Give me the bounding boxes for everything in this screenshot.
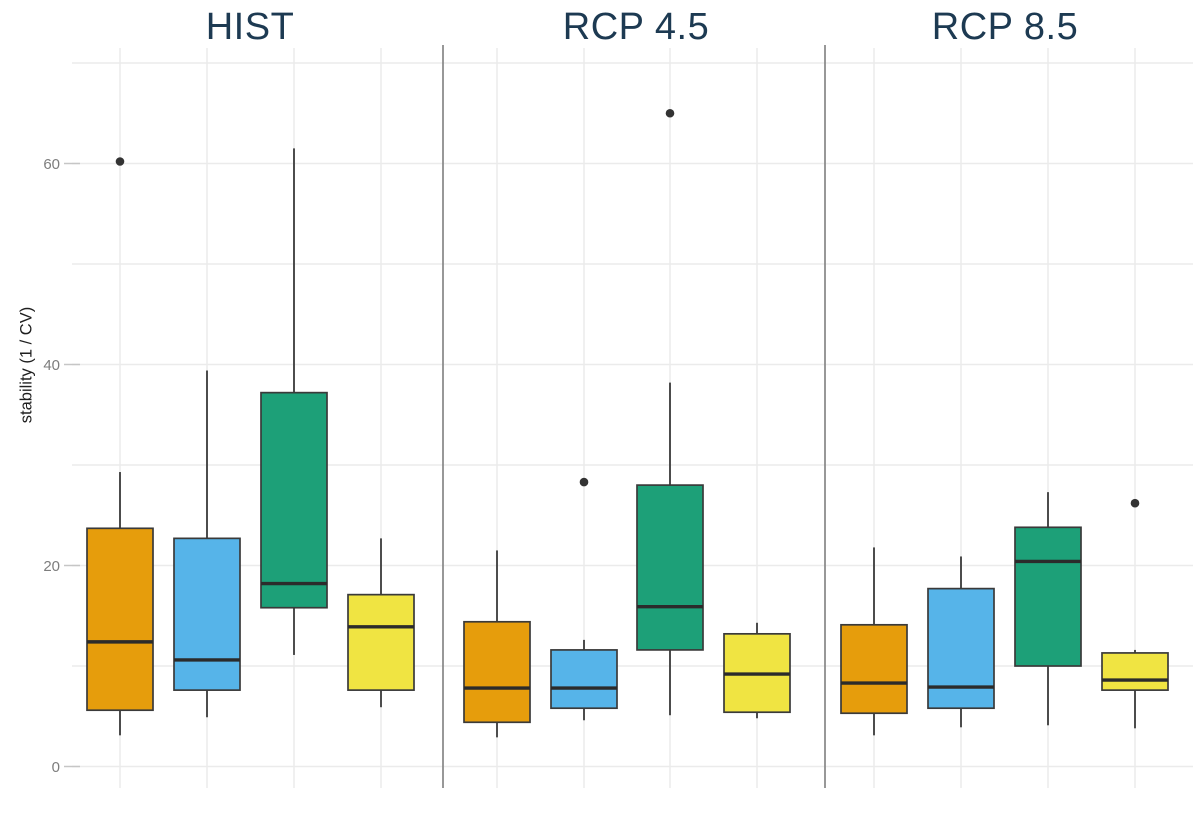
- box-green: [636, 484, 704, 651]
- outlier-point: [115, 157, 125, 166]
- outlier-point: [1130, 498, 1140, 508]
- box-blue: [927, 587, 995, 710]
- panel-title-hist: HIST: [205, 6, 295, 48]
- box-blue: [173, 537, 241, 691]
- box-green: [1014, 526, 1082, 667]
- y-tick-label: 60: [43, 156, 60, 173]
- y-tick-label: 40: [43, 357, 60, 374]
- box-orange: [840, 623, 908, 715]
- y-tick-label: 0: [52, 759, 60, 776]
- box-orange: [463, 620, 531, 724]
- box-orange: [86, 527, 154, 712]
- box-green: [260, 391, 328, 609]
- outlier-point: [665, 108, 675, 118]
- box-blue: [550, 649, 618, 710]
- panel-title-rcp85: RCP 8.5: [931, 6, 1079, 48]
- outlier-point: [579, 477, 589, 487]
- y-axis-title: stability (1 / CV): [17, 306, 36, 424]
- box-yellow: [347, 593, 415, 691]
- y-tick-label: 20: [43, 558, 60, 575]
- panel-title-rcp45: RCP 4.5: [562, 6, 710, 48]
- box-yellow: [1101, 652, 1169, 691]
